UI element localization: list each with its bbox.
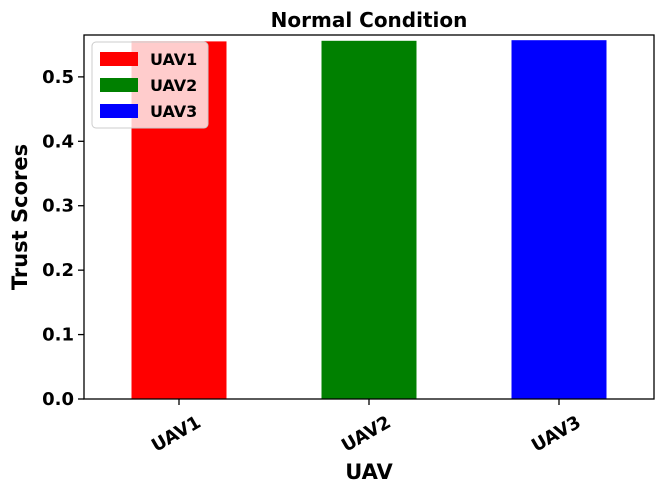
y-tick-label: 0.3	[42, 196, 74, 217]
x-axis-label: UAV	[345, 460, 393, 484]
y-tick-label: 0.0	[42, 389, 74, 410]
bar-uav3	[511, 40, 607, 399]
bar-uav2	[321, 40, 417, 400]
y-tick-label: 0.5	[42, 67, 74, 88]
y-tick-label: 0.1	[42, 325, 74, 346]
legend-label: UAV1	[150, 50, 197, 69]
legend-swatch	[100, 78, 138, 92]
x-tick-label: UAV2	[338, 412, 395, 457]
legend-label: UAV3	[150, 102, 197, 121]
y-axis: 0.0 0.1 0.2 0.3 0.4 0.5	[42, 67, 84, 410]
y-axis-label: Trust Scores	[8, 144, 32, 290]
chart-title: Normal Condition	[271, 8, 468, 32]
x-axis: UAV1 UAV2 UAV3	[148, 399, 585, 457]
legend-label: UAV2	[150, 76, 197, 95]
x-tick-label: UAV3	[528, 412, 585, 457]
legend-swatch	[100, 104, 138, 118]
legend-swatch	[100, 52, 138, 66]
y-tick-label: 0.2	[42, 260, 74, 281]
x-tick-label: UAV1	[148, 412, 205, 457]
legend: UAV1 UAV2 UAV3	[91, 41, 209, 129]
y-tick-label: 0.4	[42, 131, 74, 152]
